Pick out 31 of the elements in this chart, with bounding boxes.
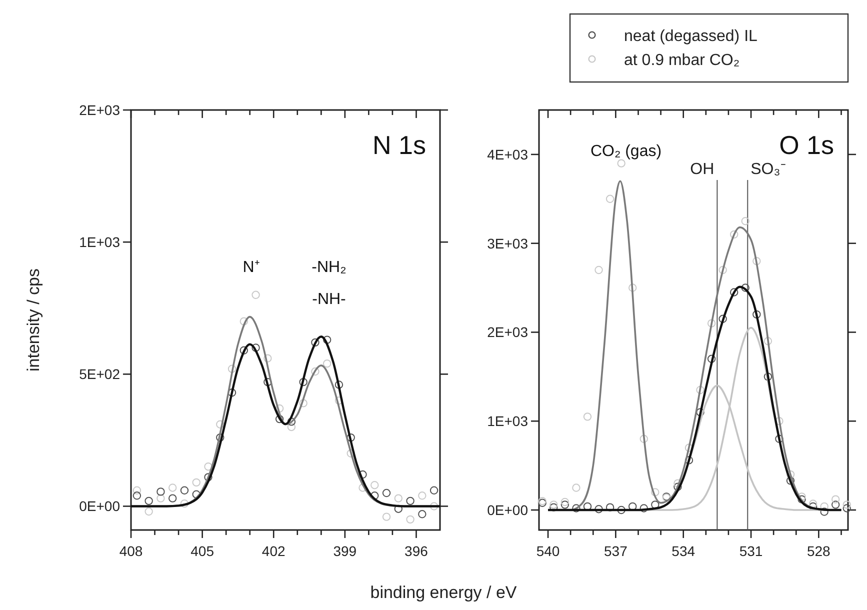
y-tick-label: 2E+03 [79,102,120,118]
annotation: N⁺ [242,259,260,276]
y-tick-label: 2E+03 [487,324,528,340]
annotation: -NH₂ [312,259,346,276]
x-tick-label: 528 [807,543,831,559]
legend-label: neat (degassed) IL [624,28,758,45]
x-axis-title: binding energy / eV [370,583,518,602]
y-tick-label: 0E+00 [79,498,120,514]
annotation: CO₂ (gas) [590,143,662,160]
annotation: N 1s [372,130,426,160]
ref-line-label: OH [690,161,714,178]
ref-line-label: SO₃⁻ [750,161,786,178]
x-tick-label: 405 [190,543,214,559]
y-tick-label: 0E+00 [487,502,528,518]
x-tick-label: 534 [672,543,696,559]
x-tick-label: 402 [262,543,286,559]
y-tick-label: 3E+03 [487,235,528,252]
x-tick-label: 396 [404,543,428,559]
y-tick-label: 5E+02 [79,366,120,382]
y-tick-label: 4E+03 [487,146,528,162]
annotation: O 1s [779,130,834,160]
y-tick-label: 1E+03 [79,234,120,250]
y-tick-label: 1E+03 [487,413,528,430]
x-tick-label: 537 [604,543,628,559]
x-tick-label: 531 [739,543,763,559]
x-tick-label: 540 [536,543,560,559]
legend-label: at 0.9 mbar CO₂ [624,52,740,69]
x-tick-label: 408 [119,543,143,559]
annotation: -NH- [312,291,346,308]
x-tick-label: 399 [333,543,357,559]
y-axis-title: intensity / cps [24,268,43,372]
